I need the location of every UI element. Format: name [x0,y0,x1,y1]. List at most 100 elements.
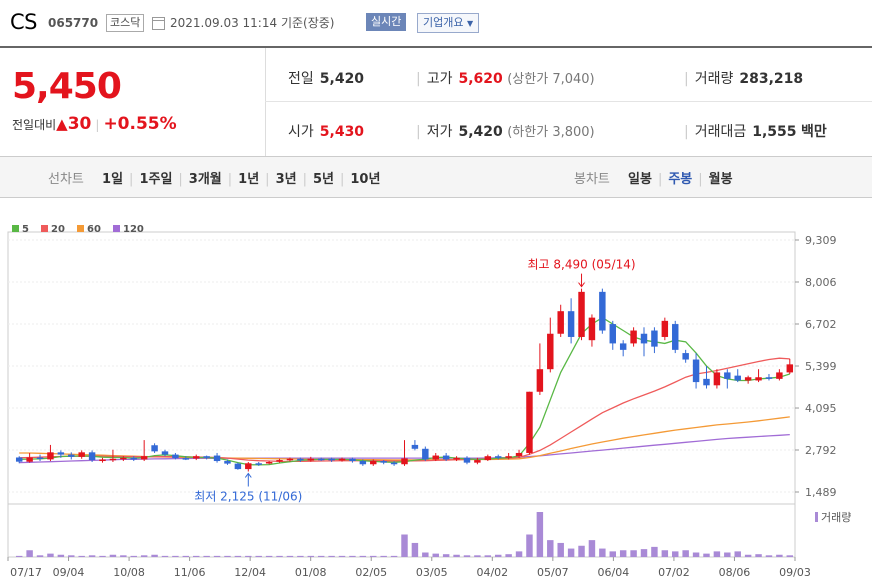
realtime-button[interactable]: 실시간 [366,13,407,31]
volume-bar [203,555,210,557]
volume-bar [411,542,419,557]
volume-bar [349,555,356,557]
candle-body [776,372,783,379]
line-period-button-6[interactable]: 10년 [350,172,381,187]
candle-body [78,452,85,457]
volume-bar [567,548,575,557]
y-tick-label: 9,309 [805,234,837,247]
volume-bar [536,512,544,557]
candle-body [505,456,512,458]
candle-body [661,320,669,337]
volume-bar [47,553,54,557]
line-period-button-4[interactable]: 3년 [275,172,297,187]
company-overview-label: 기업개요 [423,16,464,29]
volume-bar [724,552,731,557]
candle-body [578,291,585,337]
candle-body [265,461,273,464]
legend-label: 120 [123,224,144,235]
candle-body [547,333,554,370]
volume-bar [172,555,179,557]
legend-swatch [113,225,120,232]
volume-legend-label: 거래량 [821,511,851,524]
candle-body [370,461,377,465]
candle-chart-periods: 봉차트 일봉 | 주봉 | 월봉 [574,172,733,187]
high-price: | 고가 5,620 (상한가 7,040) [416,71,595,87]
x-tick-label: 07/02 [658,566,690,579]
volume-bar [276,555,283,557]
volume-bar [245,555,252,557]
volume-bar [609,551,616,557]
line-period-button-5[interactable]: 5년 [312,172,334,187]
volume-bar [68,555,75,557]
candle-body [713,372,721,386]
change-amount: 30 [67,114,92,134]
stock-code: 065770 [48,16,99,30]
y-tick-label: 4,095 [805,402,837,415]
legend-label: 60 [87,224,101,235]
volume-bar [151,554,158,557]
volume-bar [78,555,85,557]
volume-bar [744,554,752,557]
candle-body [99,459,106,462]
line-period-button-0[interactable]: 1일 [102,172,124,187]
high-arrow-head [578,282,585,288]
basis-text: 기준(장중) [280,16,335,30]
volume-bar [401,534,408,557]
candle-body [151,445,158,452]
volume-bar [765,555,773,557]
chevron-down-icon: ▼ [466,19,474,28]
volume-bar [88,555,96,557]
volume-bar [317,555,325,557]
volume-bar [786,555,794,557]
candle-body [47,452,54,460]
line-period-button-2[interactable]: 3개월 [188,172,222,187]
volume-bar [453,554,460,557]
candle-period-button-0[interactable]: 일봉 [628,172,652,187]
candle-body [786,364,794,373]
volume-bar [390,555,398,557]
volume-bar [474,555,481,557]
candle-period-button-1[interactable]: 주봉 [668,172,693,187]
volume-bar [265,555,273,557]
up-arrow-icon: ▲ [56,115,68,133]
volume-bar [703,553,710,557]
x-tick-label: 09/03 [779,566,811,579]
candle-body [432,455,439,460]
company-overview-dropdown[interactable]: 기업개요 ▼ [417,13,480,33]
candle-body [359,461,367,465]
quote-datetime: 2021.09.03 11:14 기준(장중) [170,14,334,31]
stock-chart[interactable]: 9,309 8,006 6,702 5,399 4,095 2,792 1,489 07/17… [0,220,872,587]
candle-body [297,458,304,461]
volume-bar [661,550,669,557]
volume-bar [515,551,523,557]
line-chart-periods: 선차트 1일 | 1주일 | 3개월 | 1년 | 3년 | 5년 | 10년 [48,172,381,187]
candle-period-button-2[interactable]: 월봉 [708,172,733,187]
volume-bar [255,555,262,557]
line-chart-label: 선차트 [48,172,84,187]
line-period-button-1[interactable]: 1주일 [139,172,173,187]
open-price: 시가 5,430 [288,124,365,140]
y-tick-label: 8,006 [805,276,837,289]
candle-body [15,457,23,462]
volume-bar [692,552,700,557]
candle-body [453,457,460,460]
candle-body [682,353,689,360]
line-period-button-3[interactable]: 1년 [238,172,260,187]
candle-body [390,462,398,465]
candle-body [588,317,596,341]
candle-body [255,463,262,465]
candle-body [130,457,137,460]
candle-body [484,456,492,461]
legend-swatch [12,225,19,232]
volume-bar [588,540,596,557]
volume-bar [682,550,689,557]
candle-body [755,377,762,381]
candle-body [703,378,710,386]
candle-body [609,324,616,344]
volume-bar [161,555,169,557]
candle-body [307,458,315,461]
candle-body [744,377,752,381]
candle-body [526,391,533,453]
volume-bar [109,554,117,557]
volume-bar [297,555,304,557]
